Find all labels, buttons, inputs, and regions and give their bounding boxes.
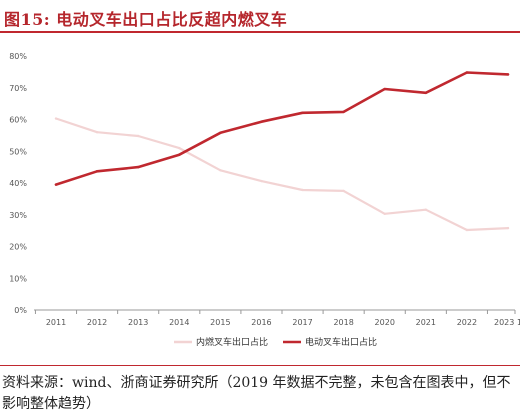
series-layer — [54, 71, 510, 232]
x-tick-label: 2015 — [210, 318, 230, 327]
data-point — [383, 212, 386, 215]
source-note: 资料来源：wind、浙商证券研究所（2019 年数据不完整，未包含在图表中，但不… — [2, 375, 511, 412]
figure-title: 图15: 电动叉车出口占比反超内燃叉车 — [4, 10, 288, 29]
legend: 内燃叉车出口占比 电动叉车出口占比 — [174, 336, 377, 348]
x-tick-label: 2013 — [128, 318, 148, 327]
x-tick-label: 2021 — [416, 318, 436, 327]
y-tick-label: 10% — [9, 274, 27, 283]
x-tick-label: 2012 — [87, 318, 107, 327]
data-point — [95, 131, 99, 134]
x-axis: 2011 2012 2013 2014 2015 2016 2017 2018 2020 2021… — [34, 309, 520, 327]
series-line-ice — [54, 117, 510, 232]
data-point — [506, 226, 510, 230]
data-point — [424, 208, 428, 211]
y-tick-label: 70% — [9, 84, 27, 93]
x-tick-label: 2016 — [251, 318, 271, 327]
y-axis: 0% 10% 20% 30% 40% 50% 60% 70% 80% — [9, 52, 27, 315]
line-chart: 0%10%20%30%40%50%60%70%80% 2011 2012 2013 2… — [9, 52, 520, 348]
x-tick-label: 2014 — [169, 318, 189, 327]
data-point — [136, 165, 140, 169]
data-point — [342, 189, 345, 193]
y-tick-label: 60% — [9, 116, 27, 125]
data-point — [219, 169, 222, 172]
data-point — [465, 71, 469, 74]
data-point — [136, 134, 140, 138]
data-point — [506, 73, 510, 76]
data-point — [424, 91, 428, 95]
y-tick-label: 80% — [9, 52, 27, 61]
data-point — [260, 120, 263, 123]
data-point — [301, 111, 304, 115]
data-point — [219, 131, 222, 135]
data-point — [465, 228, 469, 232]
y-tick-label: 0% — [14, 306, 27, 315]
data-point — [260, 179, 263, 183]
y-tick-label: 30% — [9, 211, 27, 220]
x-tick-label: 2022 — [457, 318, 477, 327]
series-line-electric — [54, 71, 510, 186]
x-tick-label: 2018 — [333, 318, 353, 327]
x-tick-label: 2020 — [375, 318, 395, 327]
data-point — [178, 153, 181, 156]
data-point — [383, 87, 386, 91]
data-point — [178, 146, 181, 150]
x-tick-label: 2023 1 — [494, 318, 520, 327]
data-point — [95, 170, 99, 173]
title-bar: 图15: 电动叉车出口占比反超内燃叉车 — [0, 0, 520, 33]
data-point — [301, 188, 304, 192]
legend-label: 内燃叉车出口占比 — [196, 336, 268, 348]
data-point — [342, 110, 345, 114]
y-tick-label: 20% — [9, 243, 27, 252]
y-tick-label: 40% — [9, 179, 27, 188]
y-tick-label: 50% — [9, 147, 27, 156]
legend-label: 电动叉车出口占比 — [305, 336, 377, 348]
x-tick-label: 2017 — [292, 318, 312, 327]
data-point — [54, 117, 58, 120]
x-tick-label: 2011 — [46, 318, 66, 327]
data-point — [54, 183, 58, 186]
source-bar: 资料来源：wind、浙商证券研究所（2019 年数据不完整，未包含在图表中，但不… — [0, 365, 520, 417]
